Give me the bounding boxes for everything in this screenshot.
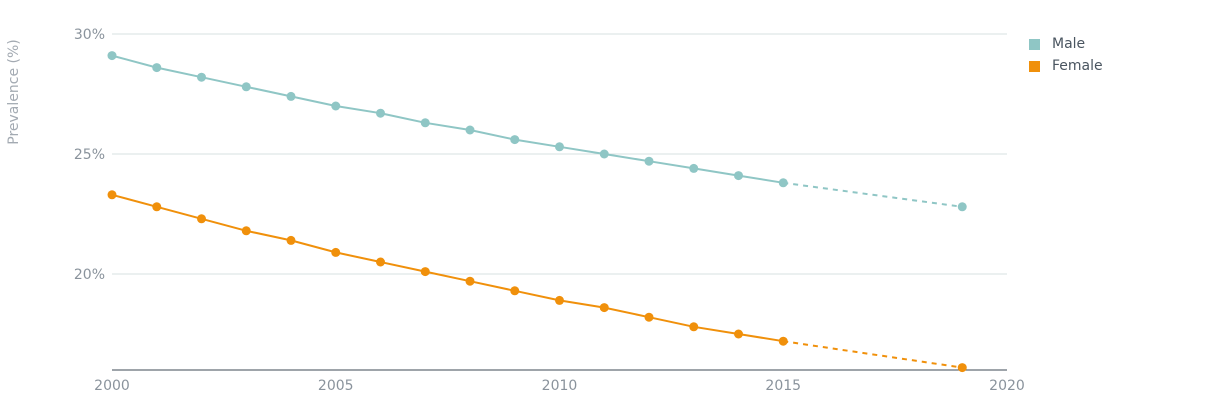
grid-lines [112,33,1007,275]
data-point-female [420,267,430,277]
projection-point-female [957,363,967,373]
projection-line-female [783,340,963,369]
data-point-male [331,101,341,111]
data-point-female [644,312,654,322]
series-line-female [111,193,784,343]
legend-swatch-female [1029,60,1040,72]
legend-label-female: Female [1052,58,1103,74]
data-point-male [644,156,654,166]
x-tick-label: 2010 [542,378,578,394]
data-point-female [778,336,788,346]
data-point-male [689,163,699,173]
data-point-female [197,214,206,224]
y-axis-label: Prevalence (%) [6,39,22,145]
data-point-female [241,226,251,236]
data-point-male [107,51,117,61]
legend-item-female: Female [1029,55,1103,77]
legend-item-male: Male [1029,33,1103,55]
data-point-male [778,178,788,188]
y-tick-labels: 20% 25% 30% [74,27,105,283]
series-female [107,190,967,373]
data-point-female [734,329,743,339]
data-point-female [465,276,475,286]
x-tick-label: 2005 [318,378,354,394]
x-tick-label: 2000 [94,378,130,394]
data-point-male [599,149,609,159]
series-line-male [111,54,784,184]
data-point-female [689,322,699,332]
x-tick-label: 2015 [765,378,801,394]
data-point-male [241,82,251,92]
y-tick-label: 20% [74,267,105,283]
series-group [107,51,967,373]
projection-line-male [783,181,963,208]
legend: Male Female [1029,33,1103,77]
data-point-male [510,135,520,145]
x-tick-labels: 2000 2005 2010 2015 2020 [94,378,1025,394]
data-point-male [555,142,564,152]
data-point-female [599,303,609,313]
y-tick-label: 25% [74,147,105,163]
data-point-female [510,286,520,296]
data-point-female [286,235,296,245]
y-tick-label: 30% [74,27,105,43]
data-point-female [107,190,117,200]
x-tick-label: 2020 [989,378,1025,394]
data-point-female [376,257,385,267]
data-point-male [465,125,475,135]
legend-swatch-male [1029,38,1040,50]
data-point-male [376,108,385,118]
data-point-male [152,63,162,73]
projection-point-male [957,202,967,212]
data-point-female [152,202,162,212]
data-point-male [286,91,296,101]
data-point-female [555,295,564,305]
data-point-male [734,171,743,181]
data-point-female [331,247,341,257]
data-point-male [420,118,430,128]
legend-label-male: Male [1052,36,1086,52]
data-point-male [197,72,206,82]
series-male [107,51,967,212]
